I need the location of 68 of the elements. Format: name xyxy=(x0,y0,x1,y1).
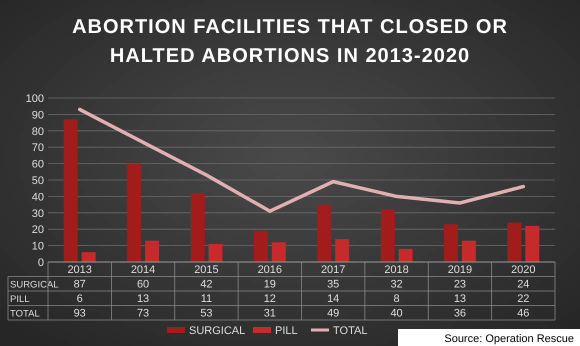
data-label: 87 xyxy=(74,278,86,290)
data-label: 49 xyxy=(327,308,340,320)
bar xyxy=(335,239,350,262)
y-tick-label: 60 xyxy=(32,158,44,171)
data-label: 23 xyxy=(454,278,466,290)
bar xyxy=(127,164,142,262)
data-label: 93 xyxy=(74,308,86,320)
bar xyxy=(254,230,268,262)
y-tick-label: 30 xyxy=(32,208,44,220)
data-label: 11 xyxy=(200,293,212,305)
data-label: 14 xyxy=(327,293,340,305)
x-tick-label: 2020 xyxy=(511,264,536,276)
bar xyxy=(380,210,395,262)
x-tick-label: 2013 xyxy=(67,264,92,276)
bar xyxy=(208,244,222,262)
text: PILL xyxy=(10,294,30,305)
data-label: 22 xyxy=(517,293,530,305)
bar xyxy=(525,226,540,262)
source-note: Source: Operation Rescue xyxy=(444,333,574,345)
y-tick-label: 70 xyxy=(32,142,44,154)
legend-label: PILL xyxy=(275,325,298,337)
x-tick-label: 2015 xyxy=(194,264,219,276)
text: TOTAL xyxy=(10,308,40,320)
y-tick-label: 20 xyxy=(32,224,44,236)
x-tick-label: 2019 xyxy=(448,264,472,276)
bar xyxy=(462,240,476,262)
data-label: 12 xyxy=(264,293,276,305)
data-label: 60 xyxy=(136,278,150,290)
x-tick-label: 2017 xyxy=(320,264,346,276)
bar xyxy=(317,204,332,262)
data-label: 40 xyxy=(390,308,403,320)
data-label: 35 xyxy=(327,278,340,290)
bar xyxy=(272,242,286,262)
x-tick-label: 2014 xyxy=(130,264,156,276)
x-tick-label: 2016 xyxy=(258,264,282,276)
data-label: 6 xyxy=(76,293,83,305)
bar xyxy=(507,222,522,262)
bar xyxy=(145,240,160,262)
bar xyxy=(398,248,413,262)
legend-label: TOTAL xyxy=(333,325,368,337)
bar xyxy=(190,193,204,262)
data-label: 19 xyxy=(264,278,276,290)
data-label: 13 xyxy=(454,293,466,305)
bar xyxy=(82,252,96,262)
chart-title: ABORTION FACILITIES THAT CLOSED OR HALTED ABORTIONS IN 2013-2020 xyxy=(72,16,508,67)
data-label: 36 xyxy=(454,308,466,320)
data-label: 13 xyxy=(136,293,150,305)
y-tick-label: 100 xyxy=(26,93,44,105)
data-label: 42 xyxy=(200,278,213,290)
data-label: 32 xyxy=(390,278,403,290)
x-tick-label: 2018 xyxy=(384,264,409,276)
text: SURGICAL xyxy=(10,280,59,290)
bar xyxy=(64,119,78,262)
bar xyxy=(444,224,458,262)
data-label: 8 xyxy=(394,293,400,305)
line-series xyxy=(78,108,526,213)
legend-label: SURGICAL xyxy=(189,325,246,337)
y-tick-label: 90 xyxy=(32,109,44,122)
data-label: 24 xyxy=(517,278,530,290)
data-label: 31 xyxy=(264,308,276,320)
y-tick-label: 0 xyxy=(38,257,44,269)
y-tick-label: 50 xyxy=(32,175,44,187)
data-label: 53 xyxy=(200,308,213,320)
data-label: 73 xyxy=(136,308,150,320)
y-tick-label: 80 xyxy=(32,126,44,138)
data-label: 46 xyxy=(517,308,530,320)
y-tick-label: 10 xyxy=(32,240,44,253)
y-tick-label: 40 xyxy=(32,191,44,204)
